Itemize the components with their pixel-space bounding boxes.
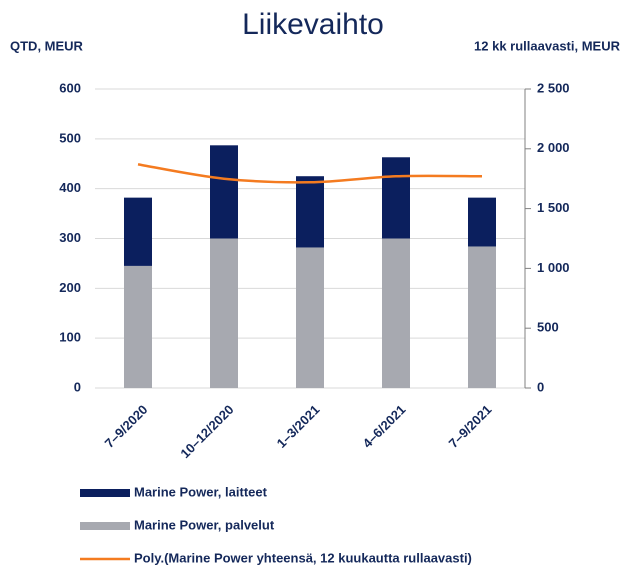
bar (124, 197, 152, 266)
x-tick-label: 7–9/2020 (102, 402, 151, 451)
x-tick-label: 1–3/2021 (274, 402, 323, 451)
legend-swatch (80, 522, 130, 530)
y-tick-label: 400 (59, 180, 81, 195)
y2-tick-label: 2 500 (537, 80, 570, 95)
y2-axis-title: 12 kk rullaavasti, MEUR (474, 38, 621, 53)
y-tick-label: 200 (59, 280, 81, 295)
line (137, 163, 483, 184)
bar (296, 176, 324, 248)
y-tick-label: 500 (59, 130, 81, 145)
bar (124, 265, 152, 388)
chart-title: Liikevaihto (242, 8, 384, 41)
bar (210, 238, 238, 388)
x-tick-label: 10–12/2020 (177, 402, 236, 461)
bar (210, 145, 238, 239)
legend-swatch (80, 489, 130, 497)
x-tick-label: 4–6/2021 (360, 402, 409, 451)
y-tick-label: 0 (74, 379, 81, 394)
legend-label: Poly.(Marine Power yhteensä, 12 kuukautt… (134, 550, 472, 565)
y-tick-label: 300 (59, 230, 81, 245)
bar (382, 238, 410, 388)
legend-label: Marine Power, palvelut (134, 517, 275, 532)
y2-tick-label: 1 500 (537, 200, 570, 215)
x-tick-label: 7–9/2021 (446, 402, 495, 451)
bar (468, 197, 496, 247)
y2-tick-label: 0 (537, 379, 544, 394)
bar (382, 157, 410, 239)
y2-tick-label: 1 000 (537, 260, 570, 275)
legend-label: Marine Power, laitteet (134, 484, 268, 499)
y-axis-title: QTD, MEUR (10, 38, 84, 53)
y2-tick-label: 500 (537, 320, 559, 335)
bar (468, 246, 496, 388)
y2-tick-label: 2 000 (537, 140, 570, 155)
y-tick-label: 600 (59, 80, 81, 95)
bar (296, 247, 324, 388)
y-tick-label: 100 (59, 330, 81, 345)
